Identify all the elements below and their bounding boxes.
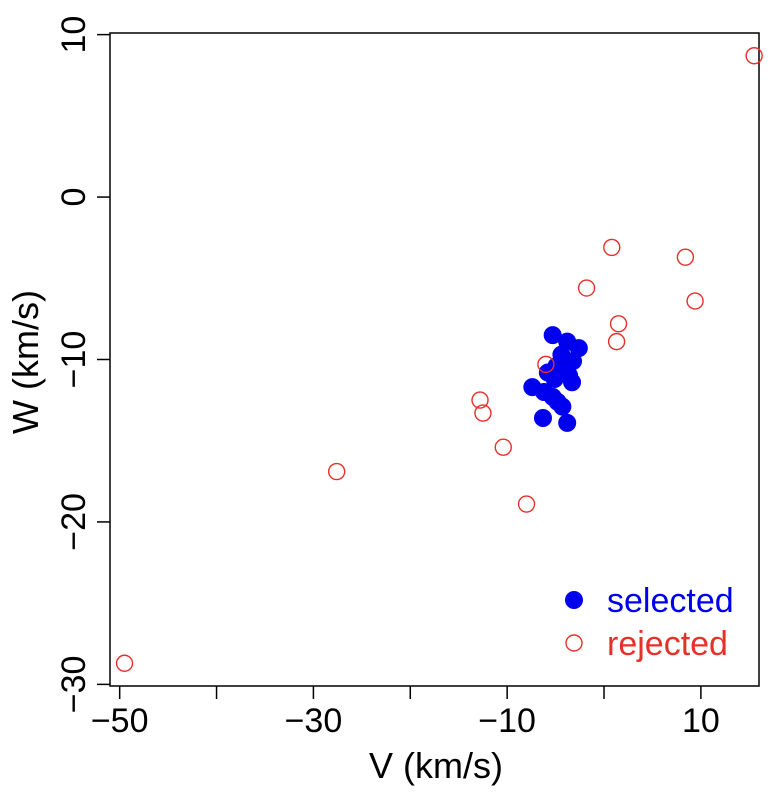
rejected-point <box>471 391 489 409</box>
selected-legend-label: selected <box>607 582 734 620</box>
rejected-point <box>474 404 492 422</box>
selected-point <box>553 397 572 416</box>
selected-point <box>563 373 582 392</box>
rejected-point <box>577 279 596 297</box>
rejected-point <box>115 654 134 672</box>
selected-point <box>533 408 552 427</box>
x-tick-label: −10 <box>478 702 536 740</box>
x-axis: −50 −30 −10 10 <box>91 686 720 740</box>
y-tick-label: −10 <box>55 331 93 389</box>
rejected-point <box>494 438 512 456</box>
x-tick-label: −50 <box>91 702 149 740</box>
rejected-point <box>537 355 555 374</box>
rejected-point <box>609 315 628 333</box>
selected-point <box>558 413 577 432</box>
rejected-point <box>603 238 621 257</box>
rejected-point <box>676 248 695 266</box>
rejected-point <box>327 462 346 481</box>
rejected-legend-label: rejected <box>607 625 728 663</box>
y-axis: −30 −20 −10 0 10 <box>55 16 110 714</box>
selected-point <box>545 369 564 388</box>
selected-legend-marker <box>565 591 583 609</box>
data-points <box>115 47 763 672</box>
legend: selected rejected <box>565 582 734 663</box>
rejected-point <box>517 495 536 513</box>
rejected-legend-marker <box>565 634 583 652</box>
rejected-point <box>607 332 626 351</box>
x-axis-label: V (km/s) <box>369 745 503 786</box>
x-tick-label: 10 <box>682 702 720 740</box>
rejected-point <box>745 47 763 65</box>
y-tick-label: −30 <box>55 656 93 714</box>
y-tick-label: 10 <box>55 16 93 54</box>
rejected-point <box>686 292 704 310</box>
x-tick-label: −30 <box>285 702 343 740</box>
y-tick-label: −20 <box>55 493 93 551</box>
y-axis-label: W (km/s) <box>5 290 46 434</box>
y-tick-label: 0 <box>55 188 93 207</box>
